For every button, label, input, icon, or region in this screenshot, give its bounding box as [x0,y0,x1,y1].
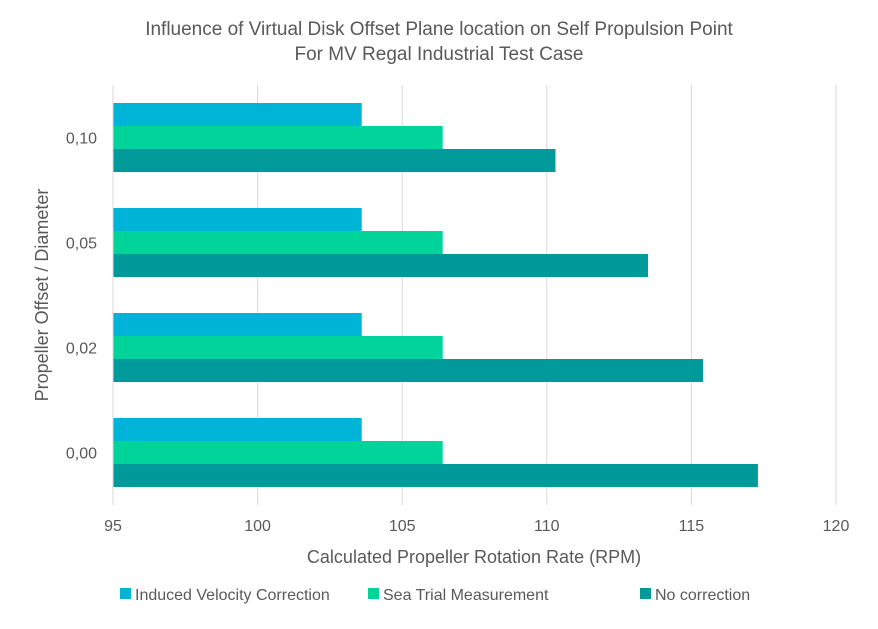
bar-1-0,10 [113,103,362,126]
y-tick-label: 0,02 [66,341,97,358]
y-tick-label: 0,05 [66,236,97,253]
chart-title: Influence of Virtual Disk Offset Plane l… [145,19,733,40]
bar-3-0,05 [113,254,649,277]
x-tick-label: 110 [534,518,560,535]
legend: Induced Velocity Correction Sea Trial Mea… [120,587,750,604]
y-axis-title: Propeller Offset / Diameter [32,189,52,402]
x-tick-label: 115 [679,518,705,535]
bar-3-0,02 [113,359,703,382]
bar-2-0,10 [113,126,443,149]
bar-1-0,05 [113,208,362,231]
bar-1-0,00 [113,418,362,441]
legend-swatch [120,588,131,599]
bar-1-0,02 [113,313,362,336]
bars [112,85,758,505]
legend-label: Induced Velocity Correction [135,587,330,604]
legend-swatch [640,588,651,599]
y-tick-label: 0,00 [66,446,97,463]
y-tick-label: 0,10 [66,131,97,148]
x-tick-label: 100 [244,518,271,535]
legend-label: Sea Trial Measurement [383,587,549,604]
x-tick-label: 95 [104,518,122,535]
legend-label: No correction [655,587,750,604]
y-tick-labels: 0,00 0,02 0,05 0,10 [66,131,97,463]
legend-swatch [368,588,379,599]
x-tick-label: 105 [389,518,416,535]
bar-2-0,02 [113,336,443,359]
bar-3-0,00 [113,464,758,487]
chart-subtitle: For MV Regal Industrial Test Case [295,44,584,65]
bar-2-0,00 [113,441,443,464]
x-tick-label: 120 [823,518,850,535]
x-axis-title: Calculated Propeller Rotation Rate (RPM) [307,547,641,567]
bar-3-0,10 [113,149,556,172]
bar-2-0,05 [113,231,443,254]
x-tick-labels: 95 100 105 110 115 120 [104,518,849,535]
